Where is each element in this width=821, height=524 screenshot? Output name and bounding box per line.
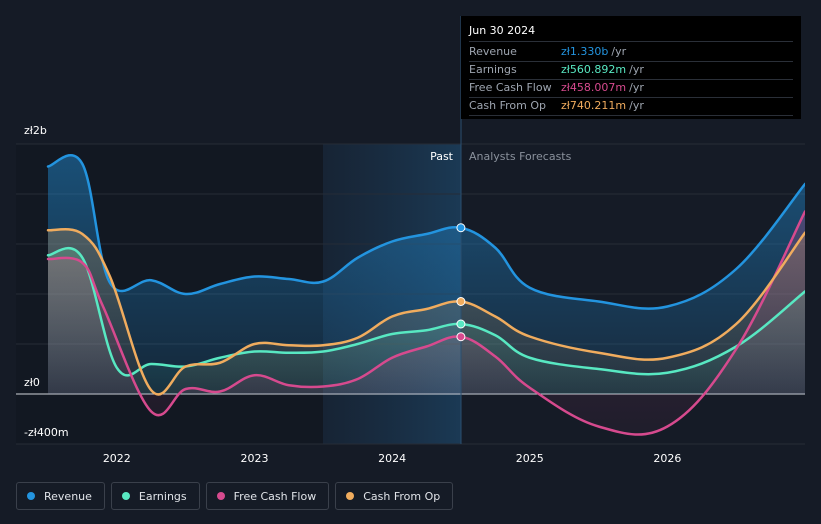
revenue-area	[48, 155, 805, 394]
tooltip-unit: /yr	[629, 99, 644, 112]
legend: Revenue Earnings Free Cash Flow Cash Fro…	[16, 482, 454, 510]
x-tick-label: 2022	[103, 452, 131, 465]
hover-markers	[456, 223, 466, 342]
tooltip-panel: Jun 30 2024 Revenue zł1.330b /yr Earning…	[461, 16, 801, 119]
cash-from-op-marker	[456, 297, 466, 306]
tooltip-label: Cash From Op	[469, 99, 547, 112]
tooltip-value: zł458.007m	[561, 81, 627, 94]
free-cash-flow-marker	[456, 332, 466, 342]
y-tick-label: zł2b	[24, 124, 47, 137]
y-tick-label: -zł400m	[24, 426, 69, 439]
x-axis-ticks: 2022 2023 2024 2025 2026	[103, 452, 682, 465]
past-label: Past	[430, 150, 454, 163]
revenue-line	[46, 154, 805, 310]
y-tick-label: zł0	[24, 376, 40, 389]
tooltip-label: Earnings	[469, 63, 517, 76]
x-tick-label: 2025	[516, 452, 544, 465]
tooltip-row-revenue: Revenue zł1.330b /yr	[469, 44, 793, 62]
forecast-label: Analysts Forecasts	[469, 150, 572, 163]
legend-dot-icon	[27, 492, 35, 500]
tooltip-date: Jun 30 2024	[469, 24, 793, 42]
tooltip-label: Revenue	[469, 45, 517, 58]
legend-label: Cash From Op	[363, 489, 441, 503]
legend-item-free-cash-flow[interactable]: Free Cash Flow	[205, 482, 330, 510]
y-axis-ticks: zł2b zł0 -zł400m	[24, 124, 69, 439]
earnings-marker	[456, 319, 466, 329]
earnings-line	[46, 246, 805, 377]
tooltip-label: Free Cash Flow	[469, 81, 552, 94]
cash-from-op-line	[46, 228, 805, 396]
tooltip-unit: /yr	[629, 63, 644, 76]
legend-label: Earnings	[138, 489, 187, 503]
legend-label: Revenue	[44, 489, 92, 503]
revenue-marker	[456, 223, 466, 233]
tooltip-value: zł740.211m	[561, 99, 627, 112]
legend-item-revenue[interactable]: Revenue	[16, 482, 105, 510]
x-tick-label: 2024	[378, 452, 406, 465]
legend-dot-icon	[346, 492, 355, 500]
tooltip-value: zł560.892m	[561, 63, 627, 76]
series-lines	[46, 154, 805, 436]
legend-label: Free Cash Flow	[233, 489, 317, 503]
free-cash-flow-line	[46, 210, 805, 436]
tooltip-row-earnings: Earnings zł560.892m /yr	[469, 62, 793, 80]
tooltip-value: zł1.330b	[561, 45, 609, 58]
legend-dot-icon	[216, 492, 225, 500]
x-tick-label: 2023	[240, 452, 268, 465]
tooltip-unit: /yr	[611, 45, 627, 58]
legend-dot-icon	[121, 492, 130, 500]
legend-item-earnings[interactable]: Earnings	[110, 482, 200, 510]
legend-item-cash-from-op[interactable]: Cash From Op	[335, 482, 454, 510]
tooltip-row-free-cash-flow: Free Cash Flow zł458.007m /yr	[469, 80, 793, 98]
tooltip-row-cash-from-op: Cash From Op zł740.211m /yr	[469, 98, 793, 116]
tooltip-unit: /yr	[629, 81, 644, 94]
x-tick-label: 2026	[653, 452, 681, 465]
